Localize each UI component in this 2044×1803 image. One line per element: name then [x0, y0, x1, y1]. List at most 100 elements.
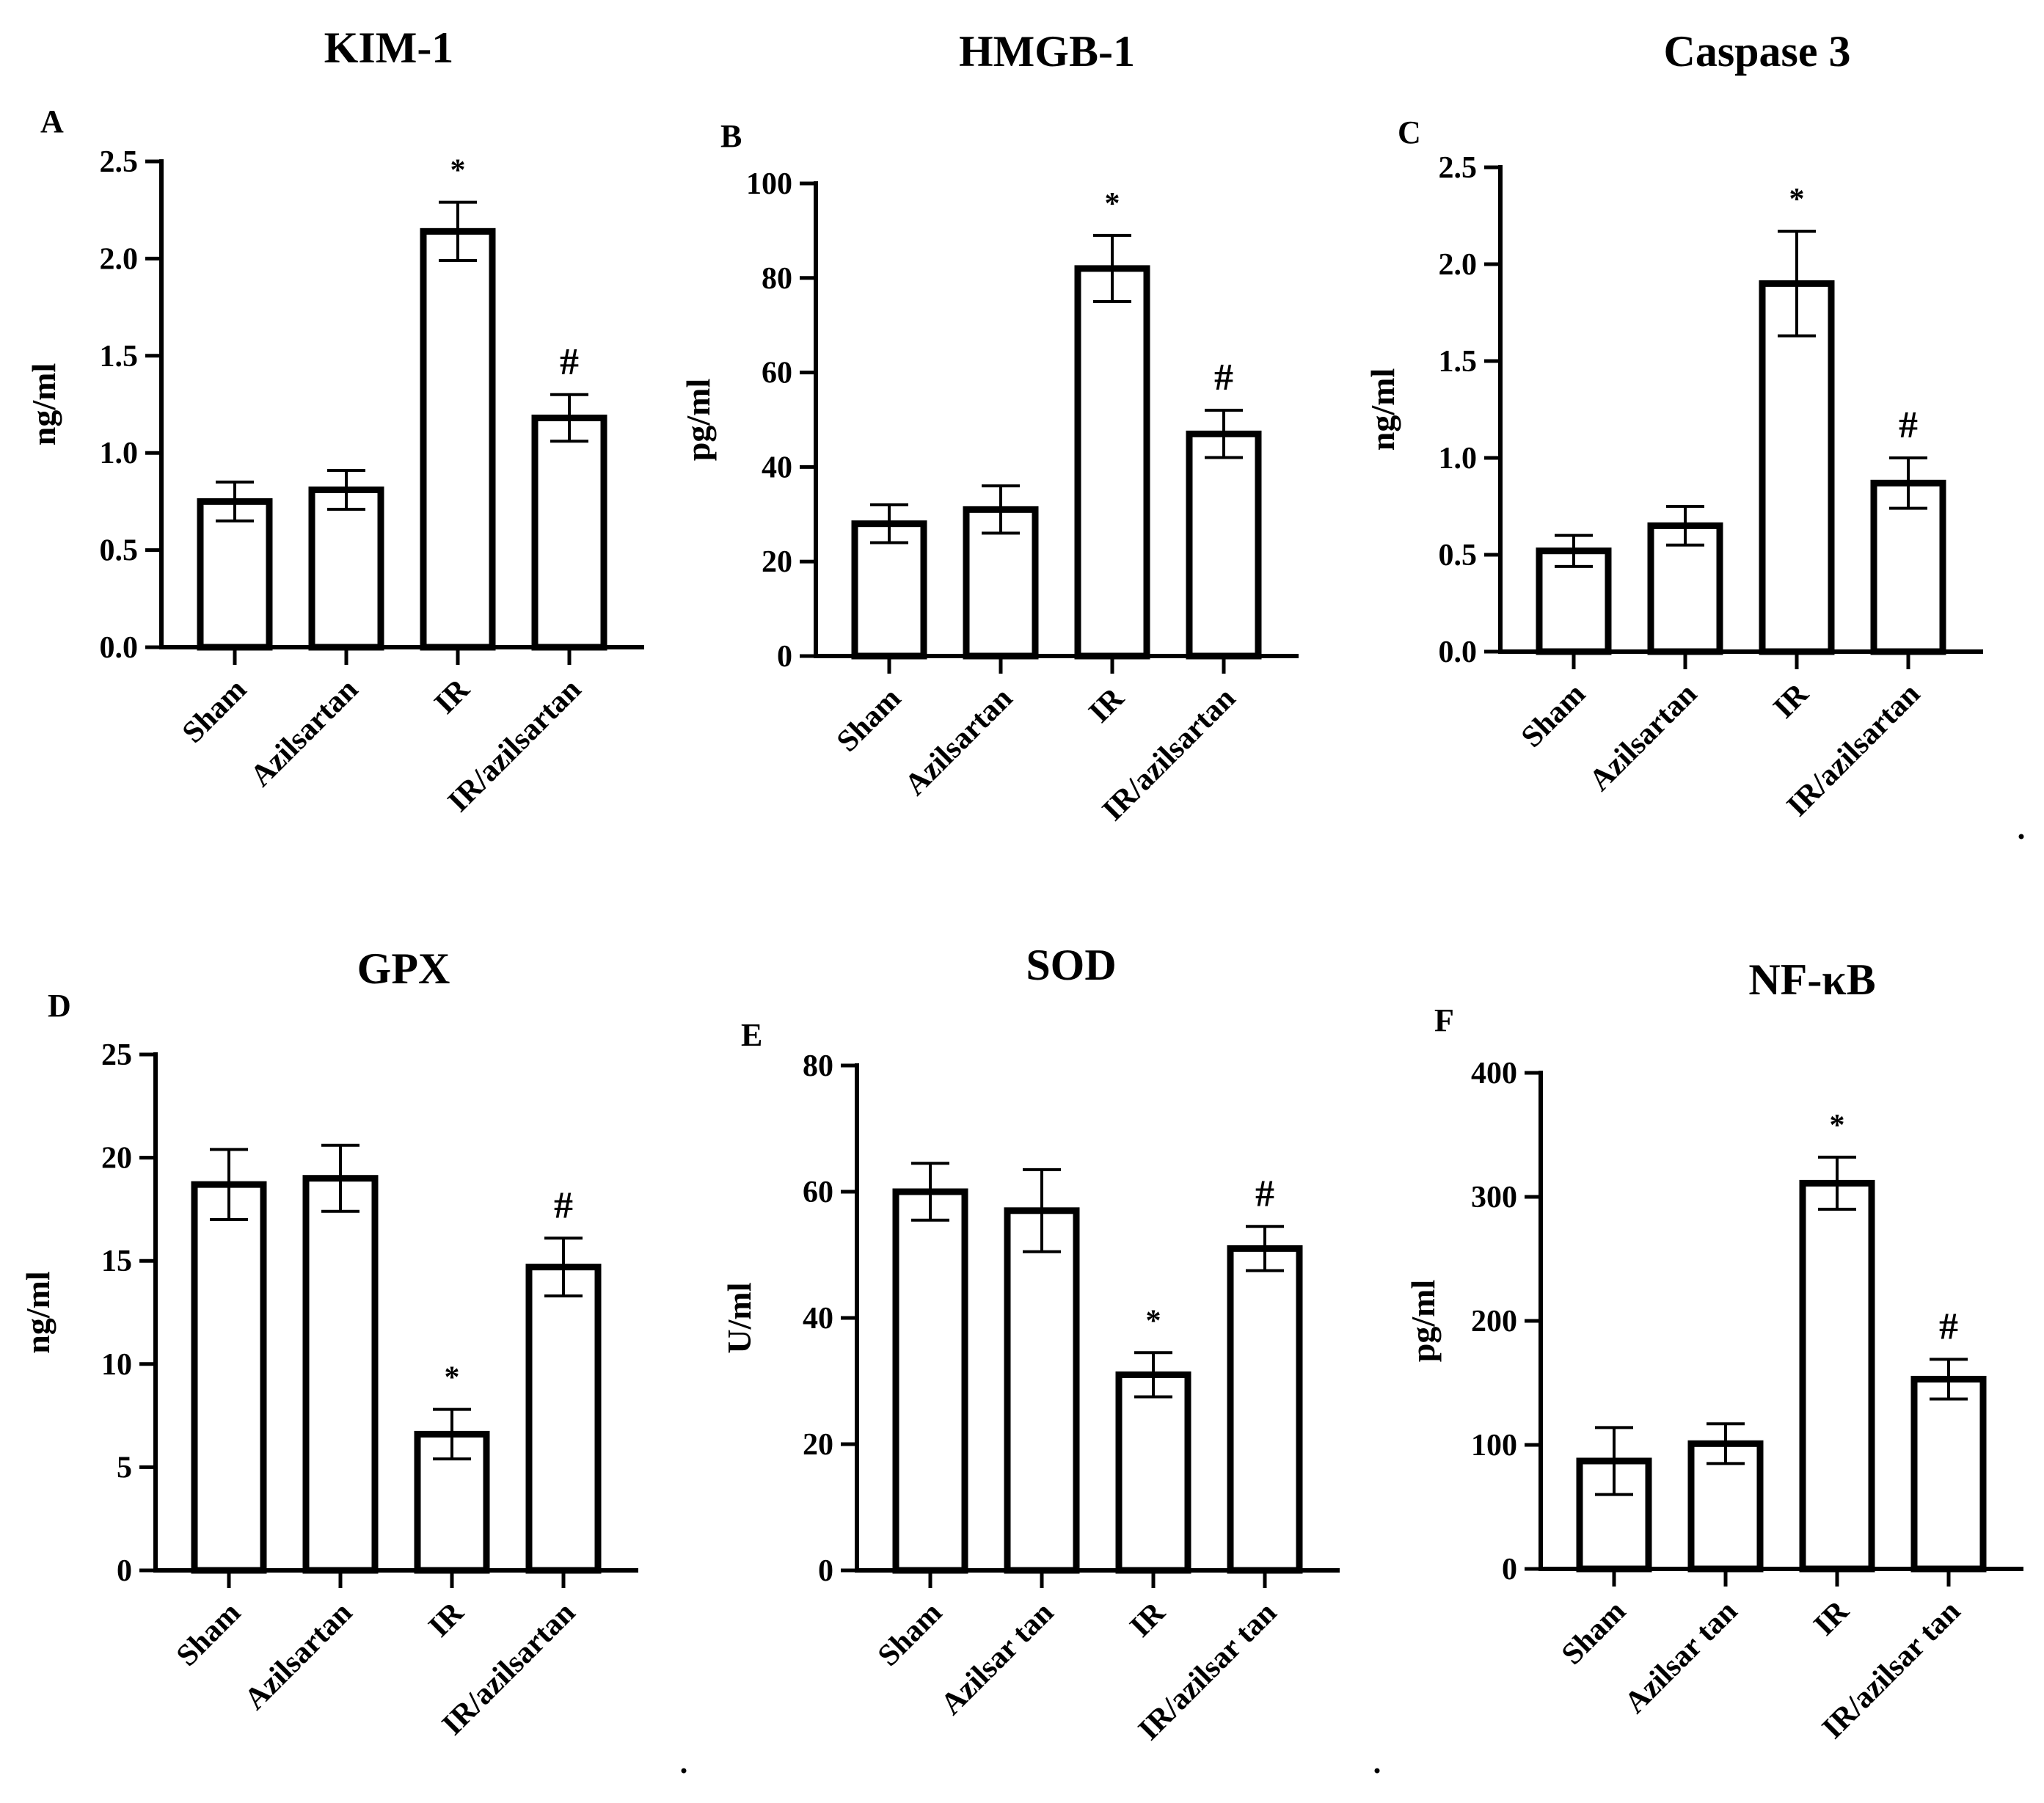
bar-azilsartan [1004, 1207, 1080, 1574]
y-axis-label: pg/ml [1404, 1280, 1442, 1362]
y-tick-label: 0.5 [100, 534, 139, 568]
x-category-label: IR [428, 672, 477, 721]
significance-hash: # [1255, 1173, 1274, 1214]
x-category-label: Azilsar tan [1618, 1595, 1744, 1720]
significance-star: * [1830, 1109, 1845, 1143]
y-tick-label: 400 [1471, 1057, 1517, 1090]
chart-title: HMGB-1 [959, 27, 1135, 76]
bar-ir-azilsartan [1227, 1245, 1303, 1574]
panel-label: C [1398, 114, 1421, 150]
y-tick-label: 1.0 [100, 437, 139, 470]
y-tick-label: 20 [762, 545, 792, 579]
x-category-label: IR [423, 1595, 471, 1644]
y-tick-label: 100 [1471, 1429, 1517, 1463]
significance-hash: # [554, 1184, 573, 1226]
x-category-label: Azilsartan [1583, 677, 1704, 798]
x-category-label: Sham [1515, 677, 1592, 754]
y-tick-label: 20 [101, 1142, 132, 1176]
bar-ir [1799, 1179, 1875, 1573]
x-category-label: IR [1083, 681, 1131, 729]
bar-ir [1759, 280, 1835, 655]
y-axis-label: U/ml [720, 1282, 758, 1353]
x-category-label: Azilsar tan [935, 1596, 1060, 1722]
stray-dot [2018, 834, 2024, 839]
y-tick-label: 1.5 [1439, 345, 1478, 379]
bar-ir-azilsartan [1910, 1375, 1987, 1573]
x-category-label: Azilsartan [899, 682, 1020, 803]
panel-label: A [40, 103, 64, 139]
significance-hash: # [1939, 1305, 1958, 1347]
panel-label: F [1434, 1002, 1454, 1038]
y-tick-label: 1.5 [100, 340, 139, 374]
significance-hash: # [1214, 357, 1233, 398]
y-tick-label: 100 [746, 167, 792, 201]
bar-azilsartan [302, 1175, 379, 1574]
y-tick-label: 2.0 [1439, 248, 1478, 282]
chart-title: KIM-1 [324, 23, 454, 72]
x-category-label: Azilsartan [244, 673, 365, 794]
bar-sham [197, 498, 273, 651]
significance-star: * [1146, 1304, 1161, 1338]
bar-ir-azilsartan [525, 1264, 602, 1574]
y-tick-label: 80 [803, 1049, 833, 1083]
x-category-label: Sham [1555, 1595, 1632, 1672]
chart-panel-d: GPXD0510152025ng/mlShamAzilsartan*IR#IR/… [19, 944, 638, 1742]
y-tick-label: 300 [1471, 1181, 1517, 1214]
y-tick-label: 0 [818, 1554, 833, 1588]
y-tick-label: 2.5 [1439, 151, 1478, 185]
x-category-label: Sham [176, 673, 253, 750]
bar-ir-azilsartan [531, 415, 607, 651]
chart-panel-c: Caspase 3 C 0.0 0.5 1.0 1.5 2.0 2.5 ng/ml ShamAzi… [1364, 27, 1983, 823]
y-tick-label: 2.5 [100, 145, 139, 179]
chart-title: NF-κB [1748, 955, 1875, 1004]
x-category-label: Sham [872, 1596, 949, 1673]
y-axis-label: ng/ml [1364, 368, 1401, 451]
significance-star: * [450, 154, 466, 188]
bar-sham [892, 1188, 968, 1574]
bar-azilsartan [308, 487, 384, 651]
x-category-label: Sham [170, 1596, 247, 1673]
y-tick-label: 0 [117, 1554, 132, 1588]
bar-ir [1074, 265, 1150, 660]
x-category-label: IR [1124, 1595, 1172, 1644]
y-tick-label: 40 [762, 451, 792, 484]
stray-dot [1374, 1768, 1380, 1774]
y-tick-label: 0 [777, 640, 792, 674]
chart-title: Caspase 3 [1663, 27, 1850, 76]
y-tick-label: 60 [803, 1176, 833, 1209]
chart-title: SOD [1026, 941, 1116, 989]
panel-label: D [48, 988, 71, 1024]
chart-title: GPX [357, 944, 450, 993]
significance-star: * [445, 1361, 460, 1395]
y-tick-label: 0.0 [100, 631, 139, 665]
panel-label: B [720, 118, 742, 154]
y-tick-label: 200 [1471, 1305, 1517, 1338]
x-category-label: Sham [831, 682, 908, 759]
x-category-label: IR [1808, 1594, 1856, 1642]
y-axis-label: ng/ml [19, 1271, 56, 1353]
y-tick-label: 40 [803, 1302, 833, 1336]
x-category-label: IR [1767, 677, 1816, 725]
y-axis-label: ng/ml [25, 363, 62, 445]
y-tick-label: 60 [762, 357, 792, 390]
panel-label: E [741, 1017, 762, 1053]
bar-sham [191, 1181, 267, 1574]
y-tick-label: 0 [1502, 1553, 1517, 1587]
bar-ir [420, 227, 496, 651]
y-tick-label: 1.0 [1439, 442, 1478, 476]
y-tick-label: 15 [101, 1245, 132, 1278]
y-tick-label: 10 [101, 1348, 132, 1382]
chart-panel-a: KIM-1 A 0.0 0.5 1.0 1.5 2.0 2.5 ng/ml ShamAzilsar… [25, 23, 644, 819]
bar-ir-azilsartan [1186, 430, 1262, 660]
significance-star: * [1105, 187, 1120, 221]
y-tick-label: 80 [762, 262, 792, 296]
y-tick-label: 2.0 [100, 242, 139, 276]
y-tick-label: 0.5 [1439, 539, 1478, 572]
y-tick-label: 25 [101, 1038, 132, 1072]
bar-ir [1115, 1371, 1191, 1574]
y-tick-label: 20 [803, 1428, 833, 1462]
